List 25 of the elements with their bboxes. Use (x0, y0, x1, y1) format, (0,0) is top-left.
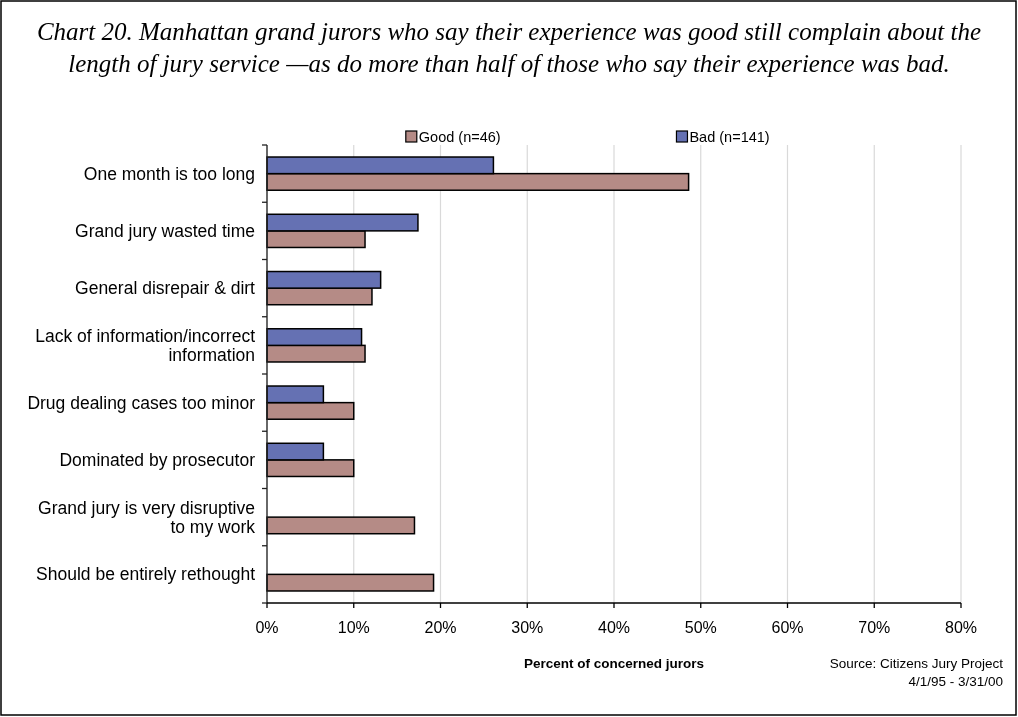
x-tick-label: 70% (858, 619, 891, 636)
y-tick-label: Drug dealing cases too minor (27, 392, 256, 413)
y-tick-label: Should be entirely rethought (36, 564, 256, 585)
x-axis-title: Percent of concerned jurors (523, 656, 705, 671)
chart-title: Chart 20. Manhattan grand jurors who say their experience was good still complain about the length of jury service —as do more than half of those who say their experience was bad. (36, 18, 982, 77)
x-tick-label: 50% (684, 619, 717, 636)
y-tick-label: General disrepair & dirt (75, 278, 256, 299)
source-note: Source: Citizens Jury Project (829, 656, 1004, 671)
legend-label: Bad (n=141) (689, 129, 770, 145)
y-tick-label: One month is too long (83, 163, 255, 184)
x-tick-label: 0% (255, 619, 279, 636)
x-tick-label: 40% (597, 619, 631, 636)
bar (266, 516, 416, 535)
x-tick-label: 20% (424, 619, 457, 636)
x-tick-label: 80% (944, 619, 978, 636)
x-tick-label: 30% (511, 619, 544, 636)
bar (266, 573, 435, 592)
y-tick-label: Grand jury is very disruptive to my work (38, 497, 256, 537)
text: 4/1/95 - 3/31/00 (908, 674, 1003, 689)
y-tick-label: Dominated by prosecutor (59, 449, 256, 470)
x-tick-label: 60% (771, 619, 804, 636)
y-tick-label: Lack of information/incorrect information (35, 325, 256, 365)
x-tick-label: 10% (337, 619, 370, 636)
legend-label: Good (n=46) (418, 129, 501, 145)
y-tick-label: Grand jury wasted time (75, 220, 255, 241)
